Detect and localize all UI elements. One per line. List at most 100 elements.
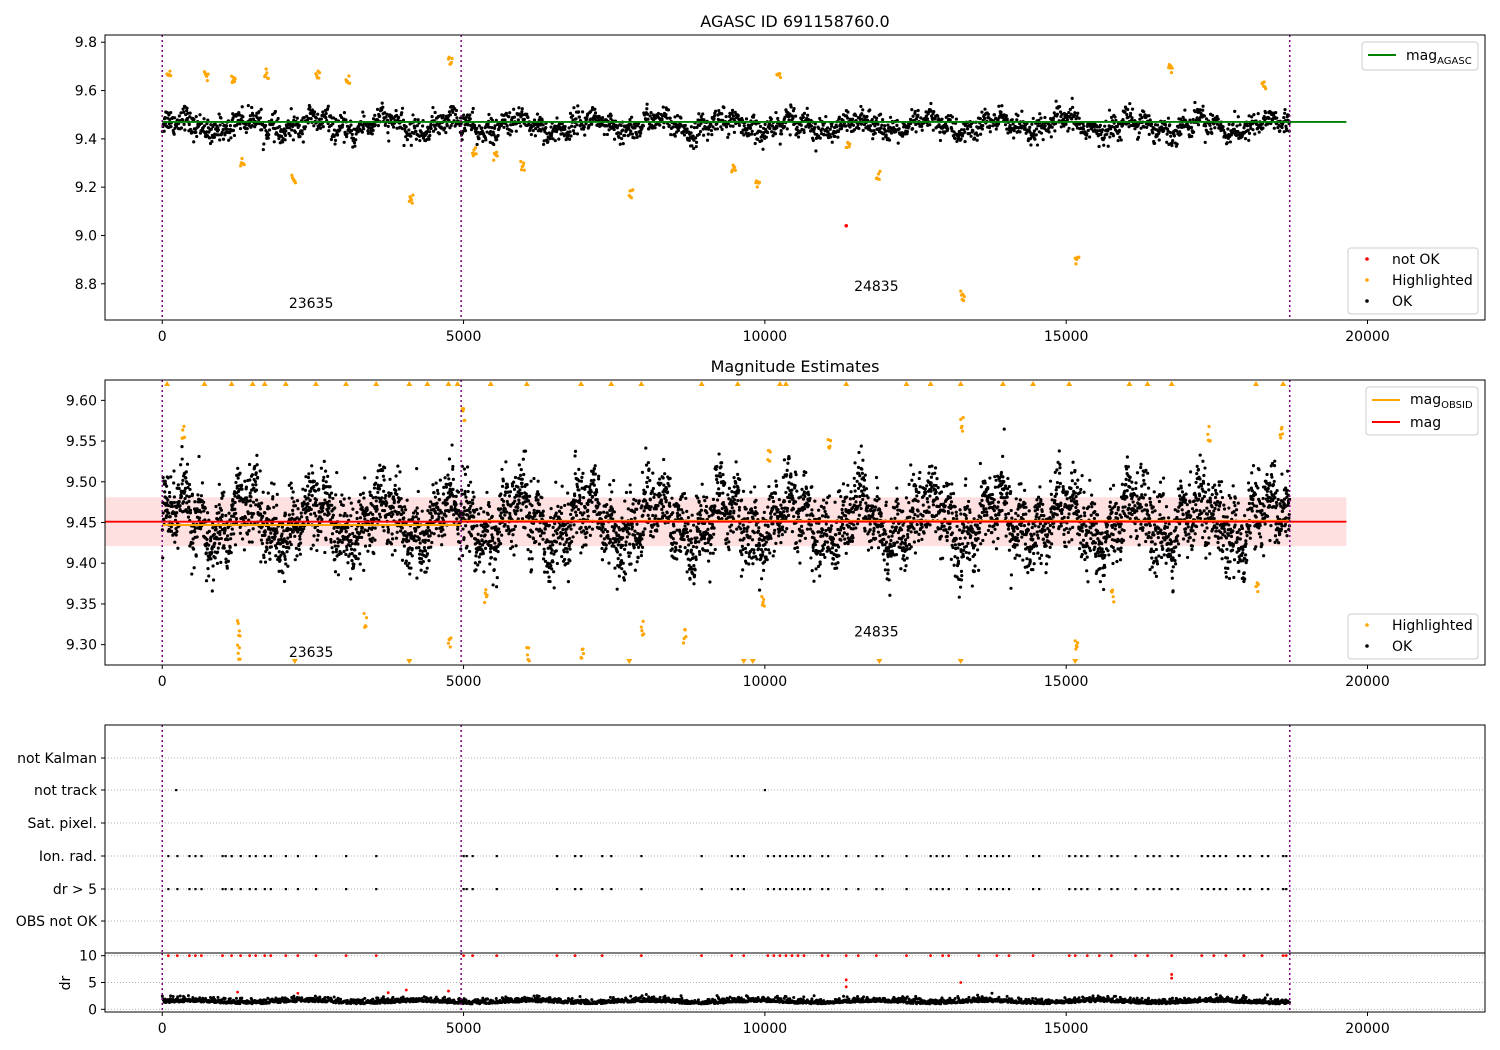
ok-point [293,504,298,508]
ok-point [916,113,920,117]
ok-point [646,112,650,116]
ok-point [818,136,822,140]
ok-point [572,523,576,527]
ok-point [806,113,810,117]
ok-point [263,533,267,537]
ok-point [488,130,493,134]
ok-point [576,507,581,512]
ok-point [334,117,338,122]
ok-point [1137,131,1141,135]
ok-point [287,546,291,550]
ok-point [241,115,245,119]
ok-point [588,533,592,537]
ok-point [317,529,321,534]
ok-point [687,138,691,143]
ok-point [345,132,349,136]
ok-point [409,143,413,147]
ok-point [689,131,693,135]
ok-point [346,561,350,565]
ok-point [333,142,337,146]
ok-point [1133,127,1137,131]
ok-point [336,544,340,548]
ok-point [468,113,472,117]
ok-point [520,485,524,489]
ok-point [436,491,440,496]
ok-point [386,131,390,135]
ok-point [362,568,366,573]
ok-point [415,124,419,128]
ok-point [526,499,531,503]
ok-point [531,517,535,521]
ok-point [249,504,253,508]
ok-point [252,511,256,516]
ok-point [895,123,899,127]
ok-point [370,526,375,530]
ok-point [174,514,178,518]
ok-point [697,132,701,136]
ok-point [279,134,284,139]
ok-point [192,140,196,144]
ok-point [206,566,210,571]
ok-point [514,544,518,548]
ok-point [258,504,262,508]
ok-point [371,117,376,121]
ok-point [287,126,291,130]
ok-point [234,480,238,485]
ok-point [305,114,309,118]
ok-point [635,560,639,564]
ok-point [213,122,217,126]
ok-point [553,138,557,143]
ok-point [214,504,218,509]
ok-point [694,136,698,140]
ok-point [551,137,555,141]
ok-point [551,525,555,529]
ok-point [965,127,970,131]
highlighted-point [778,72,782,76]
highlighted-point [1264,87,1268,91]
ok-point [1243,137,1248,141]
ok-point [218,138,222,142]
ok-point [572,506,576,510]
ok-point [248,491,252,495]
ok-point [433,110,437,115]
ok-point [333,506,337,510]
ok-point [366,549,370,553]
ok-point [432,532,436,536]
ok-point [502,499,506,503]
ok-point [342,514,346,518]
ok-point [305,515,309,520]
ok-point [1247,114,1251,118]
ok-point [513,475,518,480]
ok-point [342,497,346,501]
ok-point [1130,116,1134,120]
ok-point [369,493,373,498]
ok-point [975,138,979,142]
ok-point [309,547,313,551]
ok-point [1252,113,1256,117]
ok-point [383,111,387,115]
ok-point [555,116,559,120]
ok-point [1108,135,1112,139]
ok-point [371,496,375,500]
highlighted-point [169,74,173,78]
ok-point [162,129,166,133]
ok-point [1191,130,1196,134]
ok-point [362,114,366,118]
ok-point [1178,117,1183,121]
ok-point [541,557,546,561]
ok-point [240,487,244,491]
ok-point [1247,138,1251,142]
ok-point [315,548,319,553]
ok-point [530,504,534,508]
ok-point [505,482,509,486]
legend-box [1361,41,1479,71]
ok-point [190,572,194,576]
ok-point [297,123,301,128]
ok-point [733,110,737,114]
ok-point [779,132,784,136]
ok-point [779,129,783,133]
ok-point [541,123,545,127]
ok-point [194,115,198,119]
ok-point [489,555,493,560]
ok-point [516,118,520,122]
